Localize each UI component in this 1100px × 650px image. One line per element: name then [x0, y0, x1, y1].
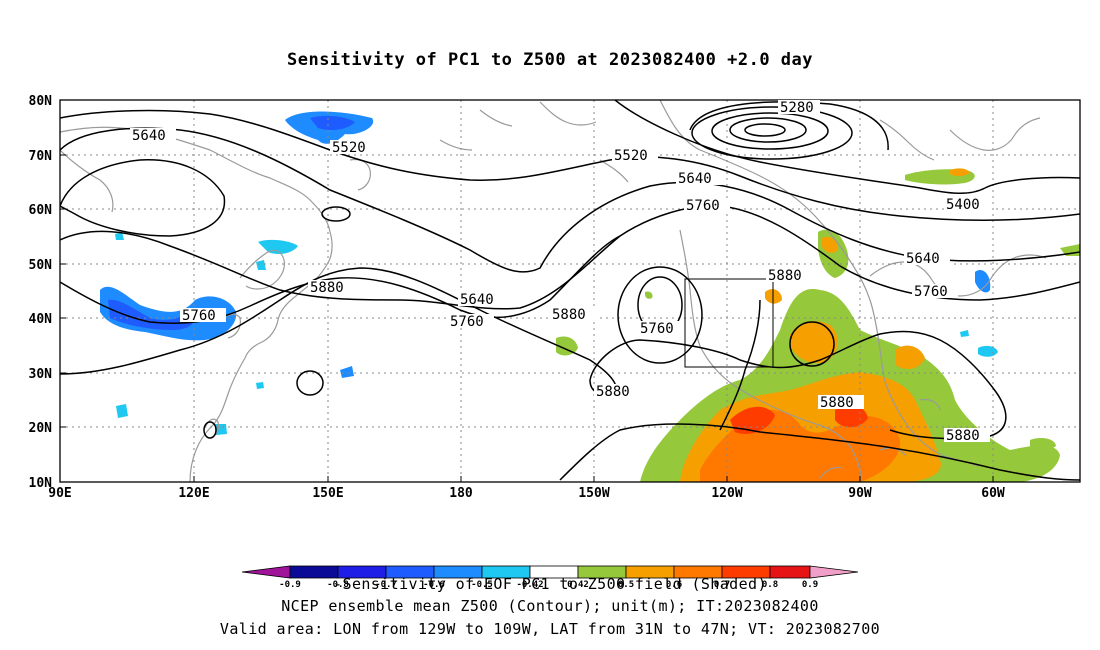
colorbar: -0.9 -0.8 -0.7 -0.6 -0.5 -0.42 0.42 0.5 … [241, 565, 859, 590]
contour-label-5280: 5280 [780, 100, 814, 116]
contour-label-5520-pacific: 5520 [332, 140, 366, 156]
lon-label-60w: 60W [981, 486, 1005, 501]
contour-label-5760-low: 5760 [640, 321, 674, 337]
contour-label-5520-east: 5520 [614, 148, 648, 164]
contour-label-5760-pacific: 5760 [450, 314, 484, 330]
colorbar-label-2: -0.8 [327, 580, 349, 590]
contour-label-5640-east: 5640 [906, 251, 940, 267]
lat-label-70n: 70N [29, 149, 53, 164]
positive-sensitivity-shading [556, 168, 1080, 482]
caption-shaded-field: -Sensitivity of EOF PC1 to Z500 field (S… [333, 575, 767, 593]
contour-label-5640-pacific: 5640 [460, 292, 494, 308]
colorbar-label-10: 0.7 [714, 580, 730, 590]
colorbar-label-9: 0.6 [666, 580, 682, 590]
lon-label-120e: 120E [178, 486, 209, 501]
grid-lines [60, 100, 1080, 482]
plot-title: Sensitivity of PC1 to Z500 at 2023082400… [286, 50, 813, 70]
contour-label-5880-box: 5880 [768, 268, 802, 284]
contour-label-5640-canada: 5640 [678, 171, 712, 187]
colorbar-label-1: -0.9 [279, 580, 301, 590]
plot-frame [59, 99, 1081, 483]
valid-area-box [684, 278, 774, 368]
contour-label-5880-gulf: 5880 [820, 395, 854, 411]
contour-label-5880-hawaii: 5880 [596, 384, 630, 400]
lon-label-90w: 90W [848, 486, 872, 501]
lat-label-80n: 80N [29, 94, 53, 109]
colorbar-label-3: -0.7 [375, 580, 397, 590]
lat-label-10n: 10N [29, 476, 53, 491]
contour-label-5640-asia: 5640 [132, 128, 166, 144]
contour-label-5880-pacific-west: 5880 [310, 280, 344, 296]
negative-sensitivity-shading [100, 111, 998, 435]
colorbar-label-6: -0.42 [516, 580, 543, 590]
lat-label-20n: 20N [29, 421, 53, 436]
lat-label-40n: 40N [29, 312, 53, 327]
colorbar-label-7: 0.42 [567, 580, 589, 590]
lat-label-60n: 60N [29, 203, 53, 218]
z500-contours [60, 100, 1080, 481]
contour-label-5760-east: 5760 [914, 284, 948, 300]
colorbar-label-8: 0.5 [618, 580, 634, 590]
lon-label-150w: 150W [578, 486, 609, 501]
lat-label-30n: 30N [29, 367, 53, 382]
lon-label-150e: 150E [312, 486, 343, 501]
contour-label-5880-pacific-east: 5880 [552, 307, 586, 323]
contour-label-5760-asia: 5760 [182, 308, 216, 324]
colorbar-label-11: 0.8 [762, 580, 778, 590]
lon-label-90e: 90E [48, 486, 71, 501]
colorbar-label-4: -0.6 [423, 580, 445, 590]
lat-label-50n: 50N [29, 258, 53, 273]
contour-label-5880-atlantic: 5880 [946, 428, 980, 444]
contour-labels: 5280 5400 5520 5520 5640 5640 5640 5640 … [130, 100, 992, 444]
contour-label-5400: 5400 [946, 197, 980, 213]
colorbar-label-5: -0.5 [471, 580, 493, 590]
coastlines [60, 100, 1047, 482]
tick-marks [60, 99, 994, 482]
lon-label-120w: 120W [711, 486, 742, 501]
lon-label-180: 180 [449, 486, 473, 501]
caption-contour-field: NCEP ensemble mean Z500 (Contour); unit(… [281, 597, 819, 615]
contour-label-5760-canada: 5760 [686, 198, 720, 214]
colorbar-arrow-right [809, 565, 859, 579]
colorbar-label-12: 0.9 [802, 580, 818, 590]
caption-valid-area: Valid area: LON from 129W to 109W, LAT f… [219, 620, 881, 638]
